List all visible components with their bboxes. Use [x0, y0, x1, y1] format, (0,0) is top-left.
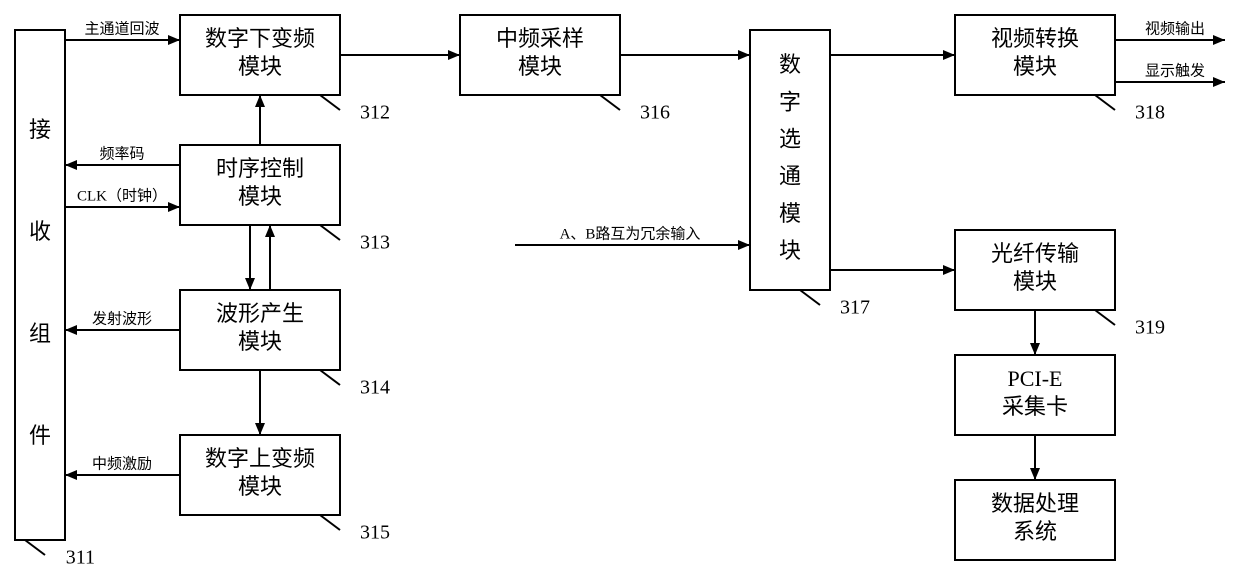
svg-text:数: 数 [779, 52, 801, 77]
ref-video: 318 [1135, 102, 1165, 124]
svg-text:光纤传输: 光纤传输 [991, 241, 1079, 266]
svg-text:模块: 模块 [1013, 54, 1057, 79]
svg-text:模块: 模块 [238, 474, 282, 499]
svg-text:模块: 模块 [238, 329, 282, 354]
node-dataproc: 数据处理系统 [955, 480, 1115, 560]
ref-wavegen: 314 [360, 377, 390, 399]
svg-text:中频采样: 中频采样 [496, 26, 584, 51]
node-receiver: 接收组件 [15, 30, 65, 540]
label-vid_out: 视频输出 [1145, 20, 1205, 37]
label-redundant: A、B路互为冗余输入 [560, 224, 701, 242]
ref-receiver: 311 [66, 547, 95, 569]
svg-text:块: 块 [779, 238, 801, 263]
node-duc: 数字上变频模块 [180, 435, 340, 515]
ref-ddc: 312 [360, 102, 390, 124]
svg-text:接: 接 [29, 117, 51, 142]
node-wavegen: 波形产生模块 [180, 290, 340, 370]
node-ddc: 数字下变频模块 [180, 15, 340, 95]
ref-timing: 313 [360, 232, 390, 254]
svg-text:模块: 模块 [238, 184, 282, 209]
svg-text:件: 件 [29, 423, 51, 448]
label-clk: CLK（时钟） [77, 187, 167, 204]
svg-text:收: 收 [29, 219, 51, 244]
svg-text:PCI-E: PCI-E [1008, 366, 1063, 391]
svg-text:视频转换: 视频转换 [991, 26, 1079, 51]
label-tx_wave: 发射波形 [92, 310, 152, 327]
node-fiber: 光纤传输模块 [955, 230, 1115, 310]
svg-text:波形产生: 波形产生 [216, 301, 304, 326]
svg-text:模块: 模块 [1013, 269, 1057, 294]
label-if_drive: 中频激励 [92, 455, 152, 472]
ref-ifsamp: 316 [640, 102, 670, 124]
svg-text:系统: 系统 [1013, 519, 1057, 544]
ref-gating: 317 [840, 297, 870, 319]
label-freq_code: 频率码 [99, 145, 144, 162]
node-pcie: PCI-E 采集卡 [955, 355, 1115, 435]
node-video: 视频转换模块 [955, 15, 1115, 95]
svg-text:模: 模 [779, 201, 801, 226]
svg-text:数字上变频: 数字上变频 [205, 446, 315, 471]
svg-text:时序控制: 时序控制 [216, 156, 304, 181]
svg-text:通: 通 [779, 164, 801, 189]
block-diagram: 接收组件数字下变频模块时序控制模块波形产生模块数字上变频模块中频采样模块数字选通… [0, 0, 1239, 575]
svg-text:字: 字 [779, 89, 801, 114]
node-timing: 时序控制模块 [180, 145, 340, 225]
svg-text:采集卡: 采集卡 [1002, 394, 1068, 419]
svg-text:选: 选 [779, 126, 801, 151]
svg-text:数据处理: 数据处理 [991, 491, 1079, 516]
label-disp_trig: 显示触发 [1145, 62, 1205, 79]
node-ifsamp: 中频采样模块 [460, 15, 620, 95]
ref-fiber: 319 [1135, 317, 1165, 339]
svg-text:数字下变频: 数字下变频 [205, 26, 315, 51]
ref-duc: 315 [360, 522, 390, 544]
svg-text:模块: 模块 [518, 54, 562, 79]
node-gating: 数字选通模块 [750, 30, 830, 290]
label-main_echo: 主通道回波 [84, 20, 159, 37]
svg-text:模块: 模块 [238, 54, 282, 79]
svg-text:组: 组 [29, 321, 51, 346]
